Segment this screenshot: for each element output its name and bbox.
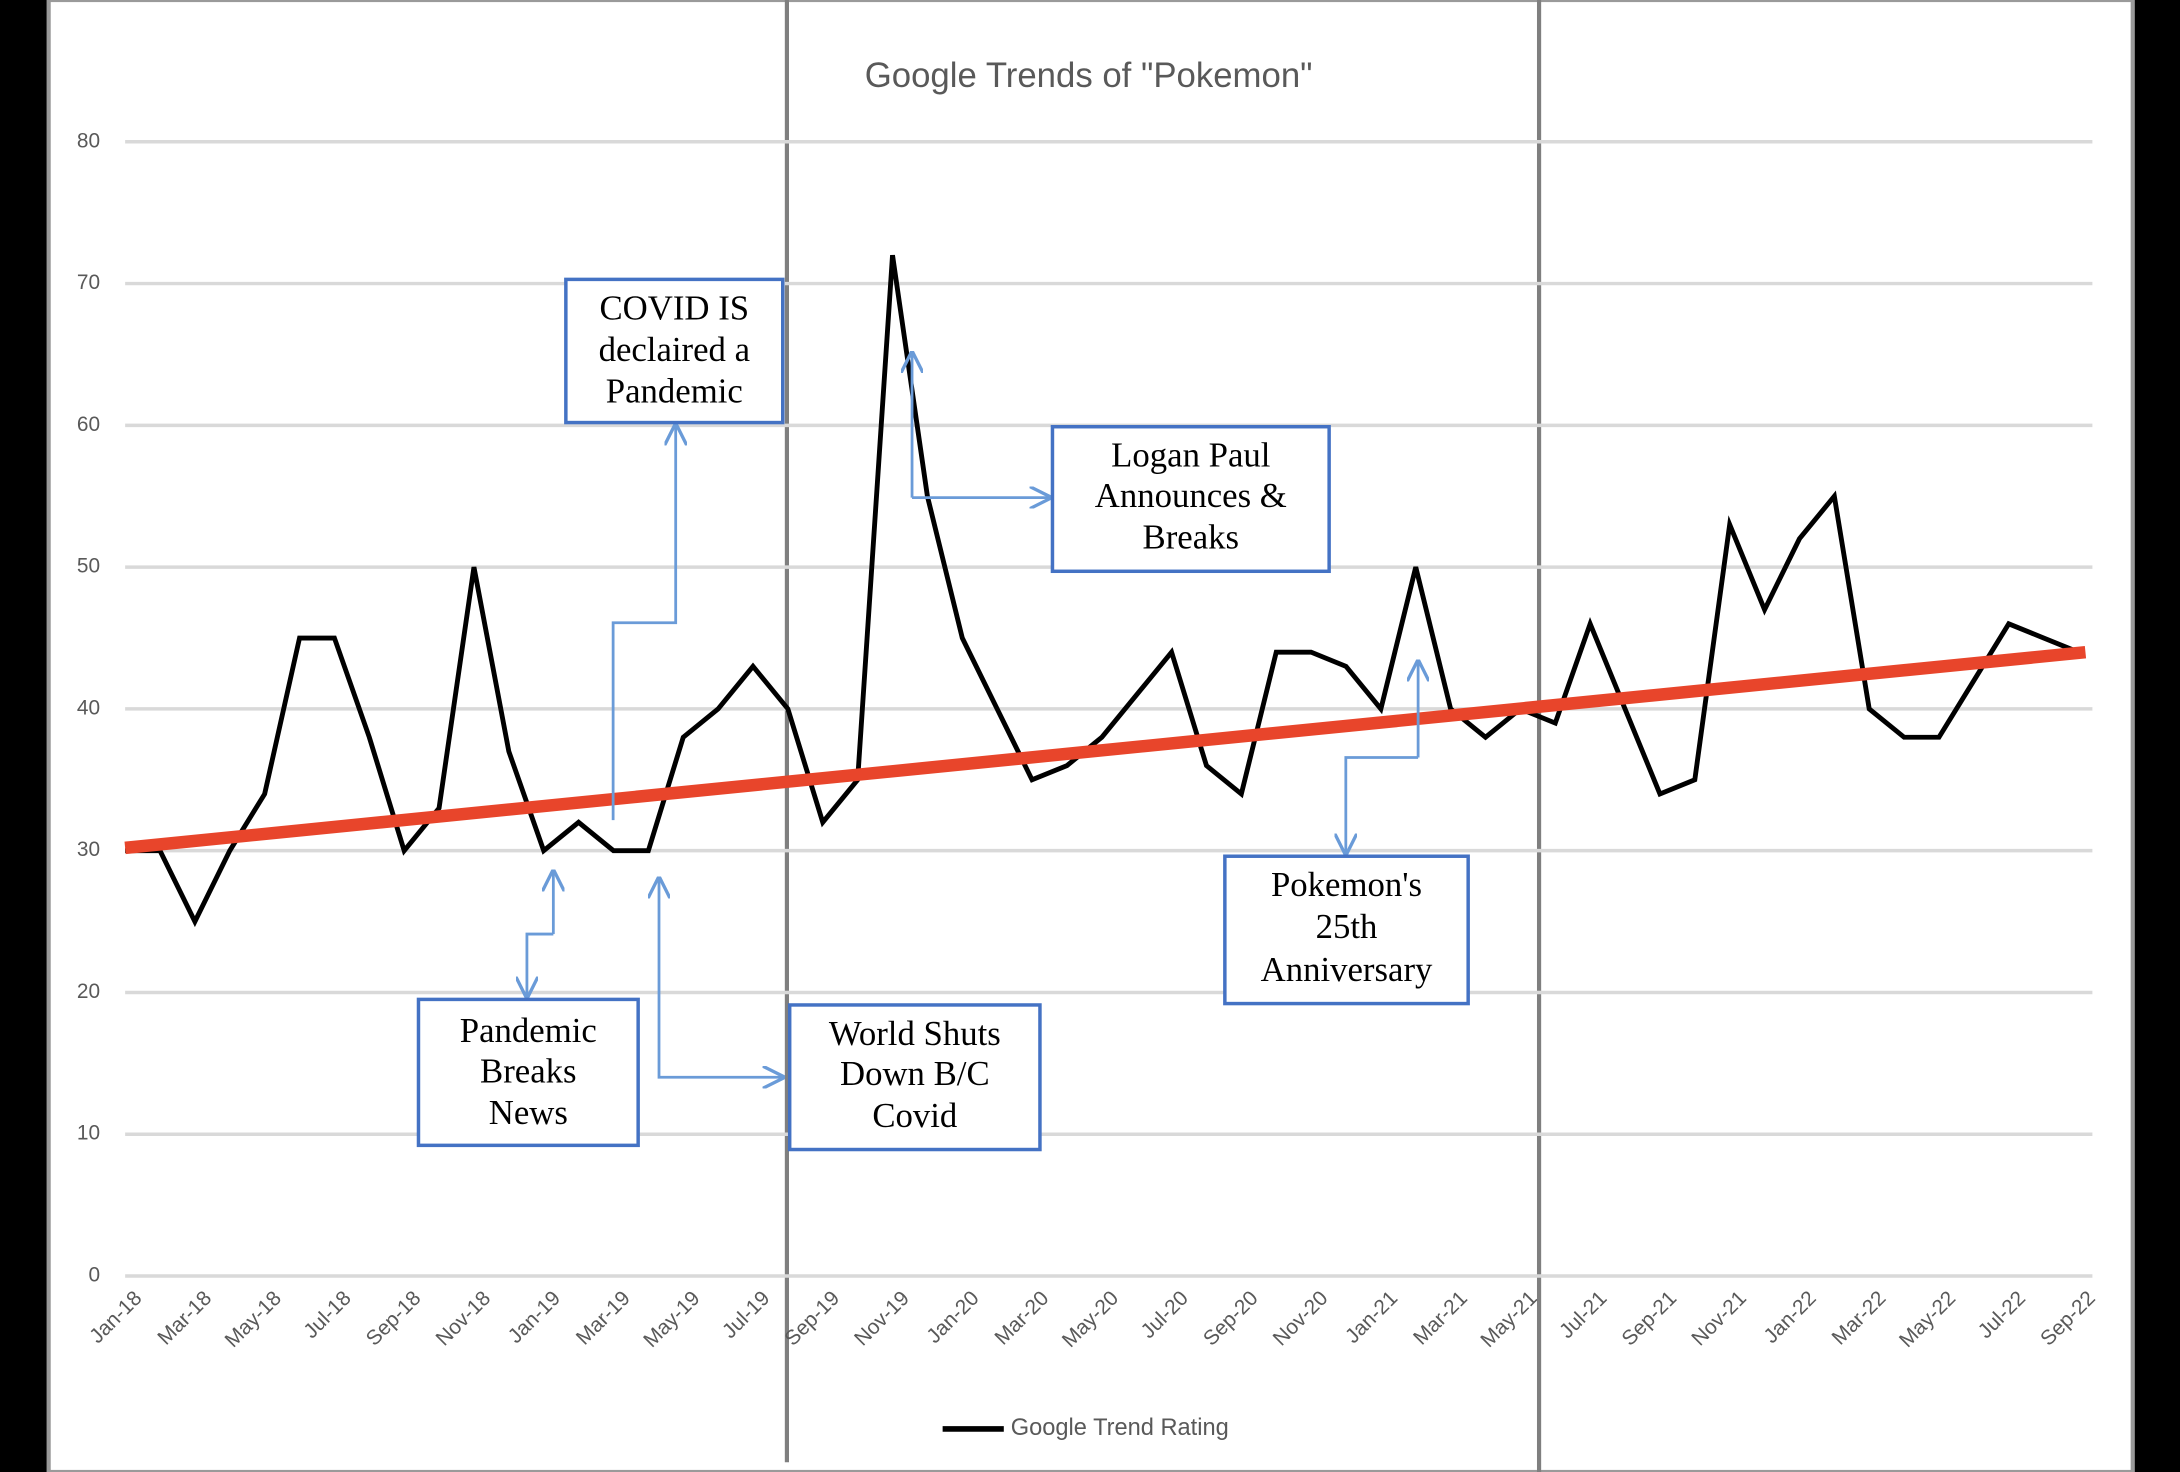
annotation-text: Breaks (1143, 518, 1240, 557)
annotation-text: Covid (872, 1096, 957, 1135)
legend-label: Google Trend Rating (1011, 1415, 1229, 1441)
data-line (125, 254, 2080, 928)
annotation-text: Down B/C (840, 1054, 990, 1093)
annotation-arrow (611, 425, 676, 821)
annotation-arrow (1346, 756, 1419, 854)
y-tick-label: 30 (77, 838, 100, 861)
y-tick-label: 10 (77, 1122, 100, 1145)
annotation-text: Anniversary (1261, 950, 1433, 989)
chart-title: Google Trends of "Pokemon" (865, 57, 1313, 95)
annotation-text: Logan Paul (1111, 436, 1270, 475)
annotation-text: News (489, 1093, 568, 1132)
annotation-box (564, 277, 785, 425)
y-tick-label: 50 (77, 555, 100, 578)
annotation-text: Pandemic (460, 1011, 597, 1050)
y-tick-label: 0 (89, 1264, 101, 1287)
y-tick-label: 20 (77, 980, 100, 1003)
annotation-text: Pandemic (606, 372, 743, 411)
annotation-box (416, 997, 640, 1148)
y-tick-label: 60 (77, 413, 100, 436)
annotation-text: World Shuts (829, 1014, 1001, 1053)
annotation-box (787, 1003, 1042, 1152)
annotation-text: Announces & (1095, 476, 1287, 515)
annotation-text: COVID IS (599, 288, 749, 327)
annotation-arrow (527, 932, 554, 997)
chart-frame (46, 0, 2135, 1472)
y-tick-label: 40 (77, 696, 100, 719)
annotation-text: declaired a (599, 330, 750, 369)
annotation-text: Breaks (480, 1051, 577, 1090)
annotation-box (1050, 424, 1331, 574)
annotation-text: Pokemon's (1271, 865, 1422, 904)
trend-line (124, 645, 2087, 855)
y-tick-label: 80 (77, 129, 100, 152)
annotation-text: 25th (1316, 907, 1378, 946)
annotation-box (1223, 854, 1470, 1006)
annotation-arrow (657, 972, 783, 1077)
y-tick-label: 70 (77, 271, 100, 294)
